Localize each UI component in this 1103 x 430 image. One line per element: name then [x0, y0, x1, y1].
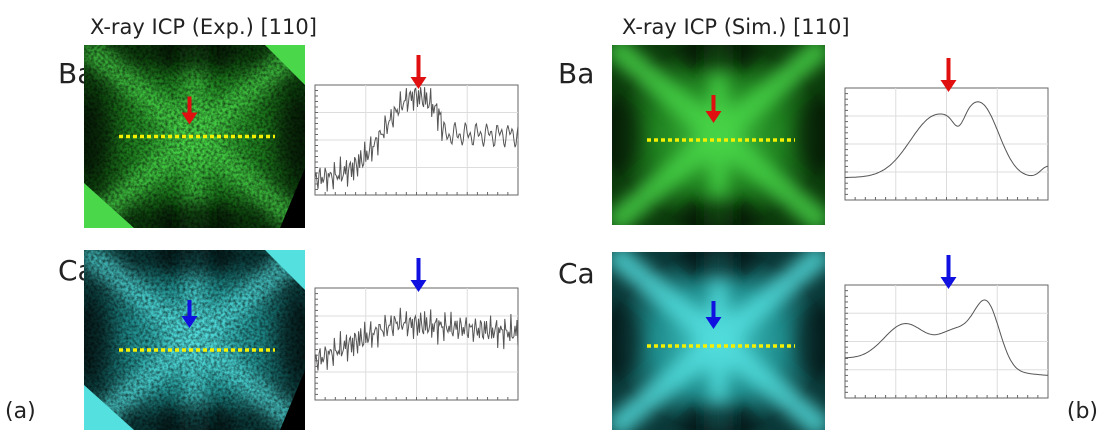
dark-lobe	[680, 400, 757, 430]
arrow-head	[410, 77, 427, 89]
line-profile	[314, 84, 519, 196]
profile-curve	[845, 101, 1049, 178]
arrow-head	[940, 277, 957, 289]
icp-image	[84, 45, 305, 228]
icp-image	[84, 250, 305, 430]
element-label: Ba	[558, 57, 594, 90]
image-content	[84, 250, 305, 430]
image-content	[84, 45, 305, 228]
frame-edge	[265, 250, 305, 290]
line-profile	[844, 284, 1049, 399]
frame-edge	[84, 183, 134, 228]
dark-lobe	[797, 305, 825, 377]
panel-label: (a)	[5, 399, 36, 424]
panel-label: (b)	[1067, 399, 1098, 424]
dark-corner	[280, 168, 305, 228]
dark-lobe	[680, 252, 757, 282]
frame-edge	[84, 385, 134, 430]
element-label: Ca	[558, 257, 595, 290]
arrow-head	[181, 316, 198, 328]
icp-image	[612, 45, 825, 225]
image-content	[612, 45, 825, 225]
image-content	[612, 252, 825, 430]
icp-image	[612, 252, 825, 430]
noise	[84, 250, 305, 430]
frame-edge	[265, 45, 305, 85]
panel-title: X-ray ICP (Sim.) [110]	[622, 15, 850, 39]
panel-title: X-ray ICP (Exp.) [110]	[90, 15, 317, 39]
dark-lobe	[612, 99, 640, 171]
dark-lobe	[612, 305, 640, 377]
arrow-head	[181, 112, 198, 125]
profile-curve	[314, 307, 519, 371]
profile-curve	[845, 299, 1049, 376]
arrow-head	[705, 111, 722, 123]
line-profile	[314, 287, 519, 401]
cross-bands	[612, 252, 825, 430]
arrow-head	[940, 80, 957, 92]
cross-bands	[612, 45, 825, 225]
profile-curve	[314, 87, 519, 192]
arrow-head	[705, 317, 722, 329]
arrow-head	[410, 280, 427, 292]
dark-corner	[280, 370, 305, 430]
line-profile	[844, 87, 1049, 201]
dark-lobe	[680, 45, 757, 75]
dark-lobe	[797, 99, 825, 171]
dark-lobe	[680, 195, 757, 225]
noise	[84, 45, 305, 228]
